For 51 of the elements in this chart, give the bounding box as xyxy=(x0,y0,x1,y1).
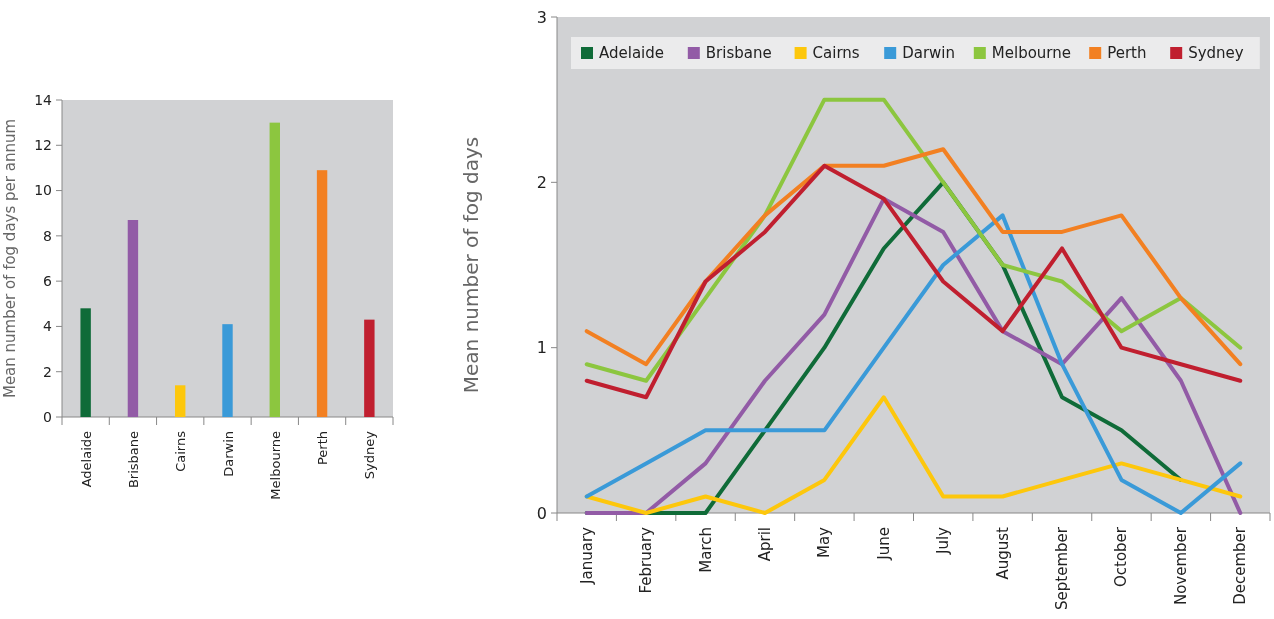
legend-label: Darwin xyxy=(902,44,956,62)
y-tick-label: 12 xyxy=(34,137,52,154)
legend-label: Perth xyxy=(1107,44,1147,62)
x-tick-label: September xyxy=(1053,526,1072,610)
y-axis-title: Mean number of fog days xyxy=(459,136,483,394)
y-tick-label: 0 xyxy=(536,503,547,523)
x-tick-label: Perth xyxy=(315,431,331,466)
y-tick-label: 2 xyxy=(536,172,547,192)
y-tick-label: 8 xyxy=(43,227,52,244)
line-series xyxy=(584,97,1243,383)
legend-label: Cairns xyxy=(812,44,860,62)
x-tick-label: November xyxy=(1171,526,1190,606)
x-tick-label: May xyxy=(815,526,834,559)
x-tick-label: Cairns xyxy=(173,430,189,472)
x-tick-label: April xyxy=(755,527,774,562)
x-tick-label: December xyxy=(1231,526,1250,605)
bar xyxy=(316,170,328,417)
x-tick-label: February xyxy=(637,526,656,594)
bar xyxy=(222,324,233,417)
x-tick-label: March xyxy=(696,527,715,573)
x-tick-label: October xyxy=(1112,526,1131,588)
y-axis-title: Mean number of fog days per annum xyxy=(1,118,19,399)
x-tick-label: July xyxy=(934,526,953,555)
bar xyxy=(269,122,280,417)
x-tick-label: Adelaide xyxy=(78,431,94,488)
line-series xyxy=(584,163,1243,400)
bar xyxy=(175,385,186,417)
x-tick-label: June xyxy=(874,527,893,561)
legend-label: Sydney xyxy=(1188,44,1244,62)
y-tick-label: 2 xyxy=(43,363,52,380)
y-tick-label: 6 xyxy=(43,273,53,290)
y-tick-label: 10 xyxy=(34,182,52,199)
x-tick-label: January xyxy=(577,526,596,585)
x-tick-label: Brisbane xyxy=(125,431,141,489)
bar xyxy=(364,319,375,417)
x-tick-label: Melbourne xyxy=(267,431,283,500)
y-tick-label: 3 xyxy=(536,7,547,27)
legend-label: Brisbane xyxy=(705,44,772,62)
line-series xyxy=(584,147,1243,367)
y-tick-label: 14 xyxy=(34,91,53,108)
line-series xyxy=(584,395,1243,515)
legend-label: Adelaide xyxy=(599,44,665,62)
y-tick-label: 4 xyxy=(43,318,53,335)
y-tick-label: 1 xyxy=(536,338,547,358)
legend-label: Melbourne xyxy=(991,44,1071,62)
x-tick-label: August xyxy=(993,526,1012,580)
y-tick-label: 0 xyxy=(43,408,52,425)
x-tick-label: Sydney xyxy=(362,430,378,480)
bar xyxy=(80,308,91,417)
x-tick-label: Darwin xyxy=(220,431,236,477)
bar xyxy=(127,220,139,417)
